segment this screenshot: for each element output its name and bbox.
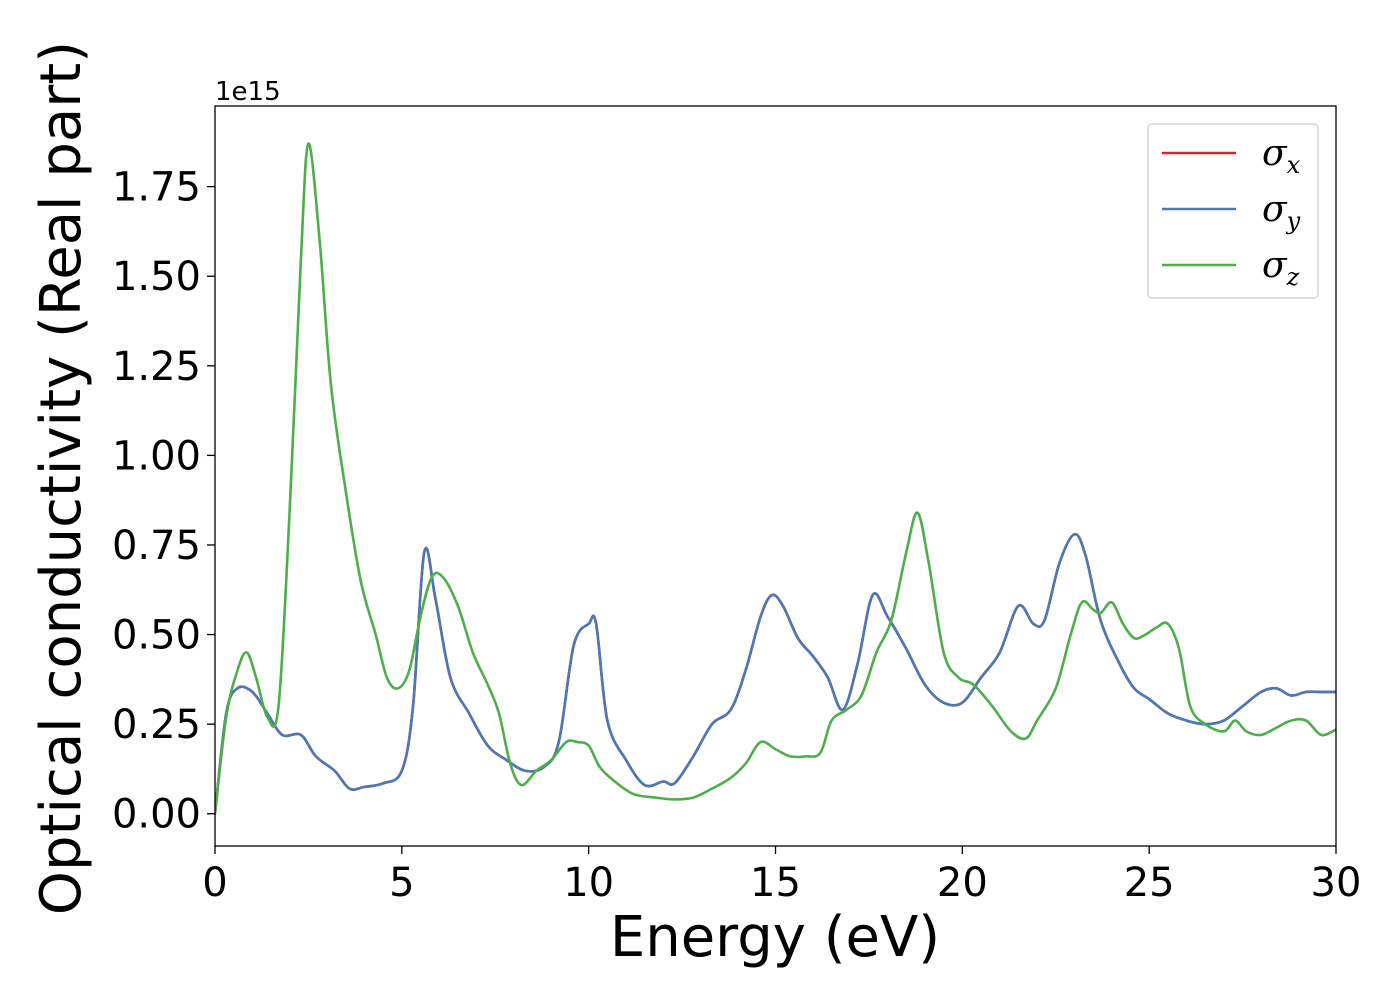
legend-entries: σx σy σz: [1162, 133, 1301, 291]
x-tick-label: 30: [1311, 860, 1362, 906]
legend: σx σy σz: [1147, 123, 1319, 299]
series-line-sigma-z: [215, 142, 1336, 816]
y-axis-title: Optical conductivity (Real part): [29, 41, 94, 915]
legend-label-sigma-x: σx: [1262, 133, 1301, 179]
y-tick-label: 0.00: [112, 792, 201, 838]
y-tick-label: 1.00: [112, 433, 201, 479]
y-axis-ticks: 0.00 0.25 0.50 0.75 1.00 1.25 1.50 1.75: [112, 165, 215, 838]
y-tick-label: 0.50: [112, 613, 201, 659]
x-axis-title: Energy (eV): [610, 905, 940, 970]
x-tick-label: 25: [1124, 860, 1175, 906]
x-tick-label: 15: [750, 860, 801, 906]
y-offset-label: 1e15: [215, 77, 281, 107]
legend-label-sigma-z: σz: [1262, 245, 1300, 291]
x-tick-label: 10: [563, 860, 614, 906]
y-tick-label: 0.75: [112, 523, 201, 569]
x-axis-ticks: 0 5 10 15 20 25 30: [202, 846, 1361, 906]
x-tick-label: 20: [937, 860, 988, 906]
legend-label-sigma-y: σy: [1262, 189, 1301, 235]
y-tick-label: 1.75: [112, 165, 201, 211]
legend-box: [1147, 123, 1319, 299]
y-tick-label: 1.25: [112, 344, 201, 390]
y-tick-label: 1.50: [112, 254, 201, 300]
x-tick-label: 5: [389, 860, 414, 906]
x-tick-label: 0: [202, 860, 227, 906]
y-tick-label: 0.25: [112, 702, 201, 748]
series-layer: [215, 142, 1336, 816]
series-line-sigma-y: [215, 532, 1336, 816]
